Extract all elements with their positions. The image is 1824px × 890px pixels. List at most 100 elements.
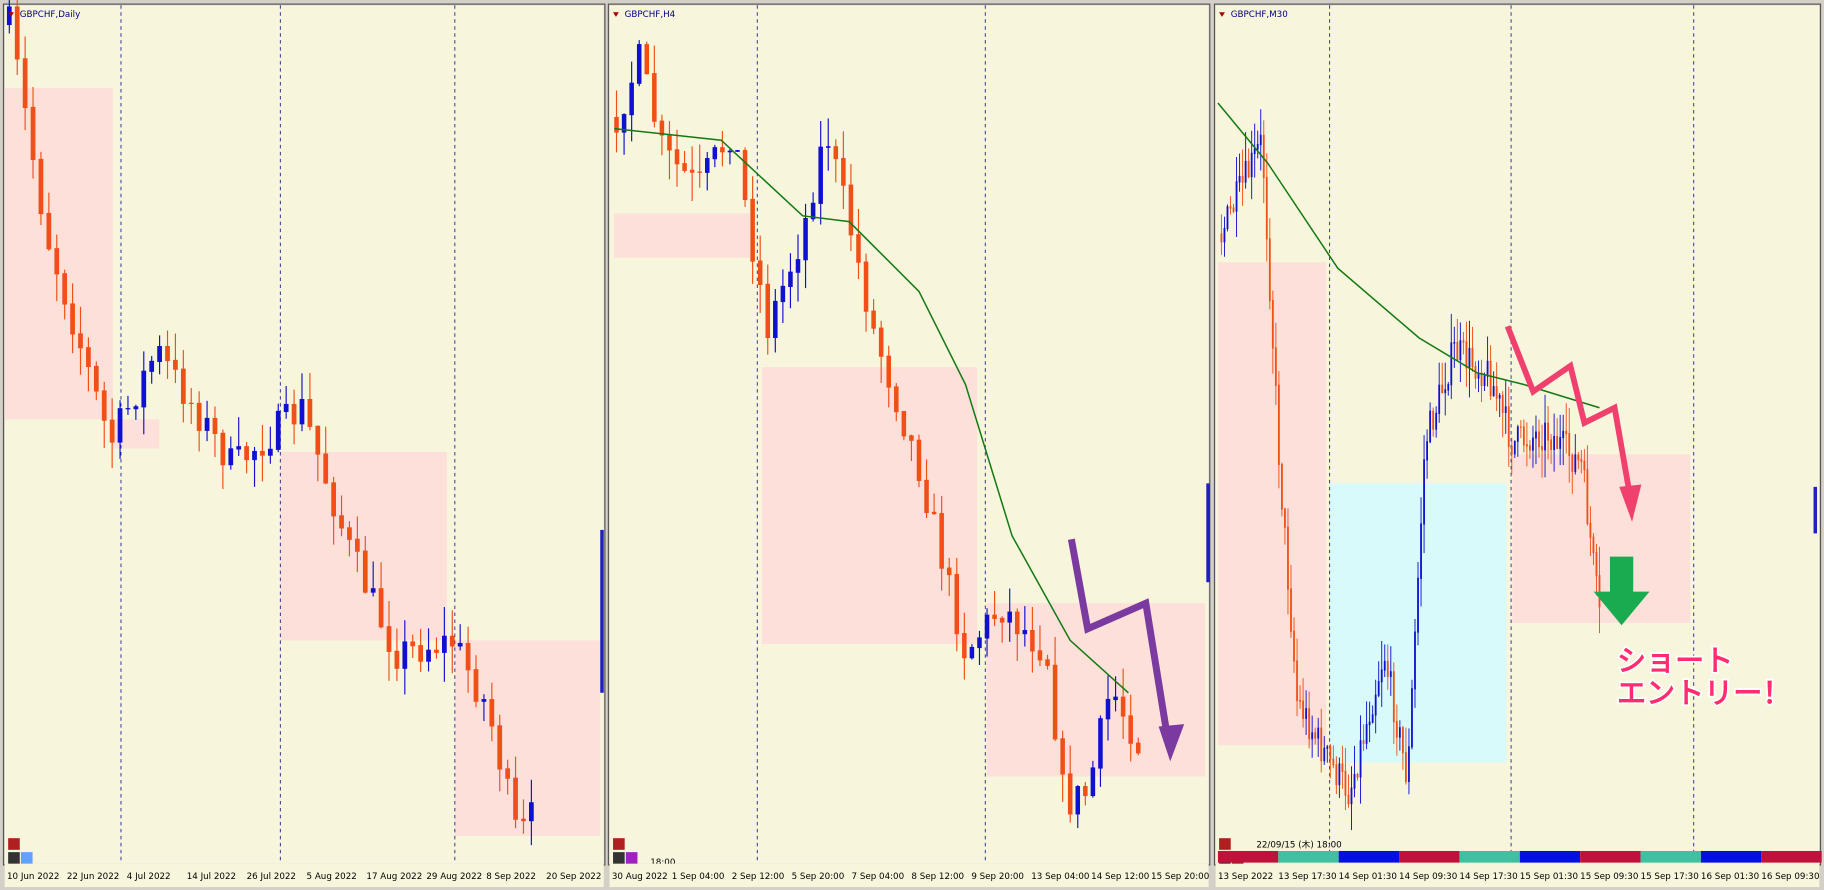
menu-icon xyxy=(1219,12,1225,17)
candle-body xyxy=(212,417,218,434)
candle-body xyxy=(1226,206,1229,230)
candle-body xyxy=(1341,763,1344,772)
candle-body xyxy=(78,333,83,349)
candle-body xyxy=(1253,148,1256,154)
candle-body xyxy=(1220,233,1223,243)
candle-body xyxy=(1256,143,1259,150)
candle-body xyxy=(1447,384,1450,391)
candle-body xyxy=(1359,740,1362,778)
candle-body xyxy=(410,641,416,647)
scroll-marker xyxy=(600,529,604,693)
candle-body xyxy=(1290,588,1292,632)
session-bar xyxy=(1338,850,1400,863)
candle-body xyxy=(1037,650,1043,661)
candle-body xyxy=(1326,746,1329,749)
candle-body xyxy=(244,446,249,461)
candle-body xyxy=(1229,206,1232,209)
candle-body xyxy=(712,147,718,160)
candle-body xyxy=(1392,671,1395,723)
candle-body xyxy=(1414,631,1416,690)
candle-body xyxy=(1538,431,1540,448)
candle-body xyxy=(1411,688,1413,748)
candle-body xyxy=(1271,299,1274,349)
candle-body xyxy=(473,669,479,702)
button xyxy=(20,852,33,864)
candle-body xyxy=(667,134,672,151)
session-bar xyxy=(1700,850,1762,863)
x-axis-label: 22 Jun 2022 xyxy=(67,872,119,882)
session-bar xyxy=(1278,850,1339,863)
candle-body xyxy=(1441,384,1444,394)
candle-body xyxy=(180,368,186,404)
candle-body xyxy=(489,699,495,727)
session-bar xyxy=(1580,850,1641,863)
candle-body xyxy=(735,150,740,152)
candle-body xyxy=(1296,660,1298,702)
candle-body xyxy=(1274,347,1277,386)
session-bar xyxy=(1399,850,1460,863)
candle-body xyxy=(93,365,99,392)
candle-body xyxy=(529,802,534,822)
candle-body xyxy=(1462,340,1465,343)
candle-body xyxy=(1323,747,1326,762)
moving-average xyxy=(1217,102,1600,409)
candle-body xyxy=(1598,575,1601,608)
candle-body xyxy=(1302,700,1304,719)
candle-body xyxy=(1090,767,1096,797)
x-axis-label: 9 Sep 20:00 xyxy=(971,872,1024,882)
candle-body xyxy=(354,538,360,552)
candle-body xyxy=(1489,360,1492,397)
candle-body xyxy=(1553,435,1556,450)
candle-body xyxy=(434,649,439,653)
candle-body xyxy=(704,158,710,173)
menu-icon xyxy=(8,12,14,17)
candle-body xyxy=(133,406,139,410)
candle-body xyxy=(894,386,899,413)
candle-body xyxy=(291,403,297,425)
candle-body xyxy=(962,633,967,659)
candle-body xyxy=(750,198,755,262)
x-axis-label: 30 Aug 2022 xyxy=(612,872,668,882)
button xyxy=(8,838,20,850)
candle-body xyxy=(757,260,763,285)
time-label: 18:00 xyxy=(650,858,675,868)
session-bar xyxy=(1761,850,1822,863)
candle-body xyxy=(1507,406,1510,447)
x-axis xyxy=(609,863,1209,888)
candle-body xyxy=(833,146,839,160)
candle-body xyxy=(1550,439,1553,450)
candle-body xyxy=(818,146,823,204)
x-axis-label: 20 Sep 2022 xyxy=(546,872,601,882)
candle-body xyxy=(1052,664,1058,740)
x-axis-label: 2 Sep 12:00 xyxy=(732,872,785,882)
candle-body xyxy=(1525,444,1528,447)
candle-body xyxy=(339,515,344,529)
green-arrow xyxy=(1593,556,1650,626)
candle-body xyxy=(946,567,952,576)
candle-body xyxy=(1544,422,1546,451)
candle-body xyxy=(1595,552,1598,577)
x-axis-label: 16 Sep 09:30 xyxy=(1761,872,1819,882)
candle-body xyxy=(141,370,147,408)
candle-body xyxy=(1371,714,1374,723)
candle-body xyxy=(86,347,91,368)
candle-body xyxy=(378,588,384,628)
candle-body xyxy=(260,450,265,456)
candle-body xyxy=(1389,671,1392,677)
candle-body xyxy=(109,419,115,443)
candle-body xyxy=(1362,740,1365,744)
candle-body xyxy=(795,259,801,273)
x-axis xyxy=(4,863,604,888)
candle-body xyxy=(1277,384,1280,466)
candle-body xyxy=(46,212,52,250)
candle-body xyxy=(497,725,503,770)
candle-body xyxy=(848,184,854,236)
pink-arrowhead xyxy=(1619,484,1642,522)
candle-body xyxy=(1265,176,1268,240)
session-bar xyxy=(1459,850,1520,863)
candle-body xyxy=(886,355,892,388)
candle-body xyxy=(173,359,178,370)
candle-body xyxy=(1350,787,1353,805)
purple-arrow xyxy=(1067,538,1173,749)
